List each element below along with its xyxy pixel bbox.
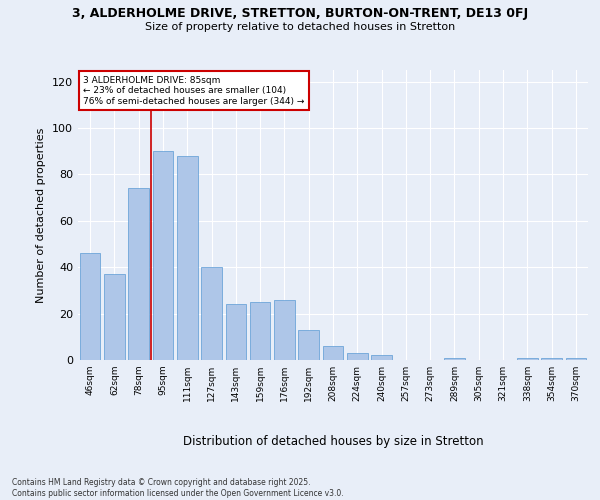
Bar [250, 302, 271, 360]
Text: 3, ALDERHOLME DRIVE, STRETTON, BURTON-ON-TRENT, DE13 0FJ: 3, ALDERHOLME DRIVE, STRETTON, BURTON-ON… [72, 8, 528, 20]
Bar [80, 254, 100, 360]
Text: Contains HM Land Registry data © Crown copyright and database right 2025.
Contai: Contains HM Land Registry data © Crown c… [12, 478, 344, 498]
Bar [274, 300, 295, 360]
Text: Size of property relative to detached houses in Stretton: Size of property relative to detached ho… [145, 22, 455, 32]
Bar [104, 274, 125, 360]
Text: Distribution of detached houses by size in Stretton: Distribution of detached houses by size … [182, 435, 484, 448]
Y-axis label: Number of detached properties: Number of detached properties [37, 128, 46, 302]
Bar [152, 151, 173, 360]
Bar [128, 188, 149, 360]
Bar [566, 358, 586, 360]
Bar [226, 304, 246, 360]
Bar [371, 356, 392, 360]
Bar [444, 358, 465, 360]
Bar [177, 156, 197, 360]
Bar [323, 346, 343, 360]
Bar [201, 267, 222, 360]
Bar [298, 330, 319, 360]
Text: 3 ALDERHOLME DRIVE: 85sqm
← 23% of detached houses are smaller (104)
76% of semi: 3 ALDERHOLME DRIVE: 85sqm ← 23% of detac… [83, 76, 304, 106]
Bar [347, 353, 368, 360]
Bar [517, 358, 538, 360]
Bar [541, 358, 562, 360]
